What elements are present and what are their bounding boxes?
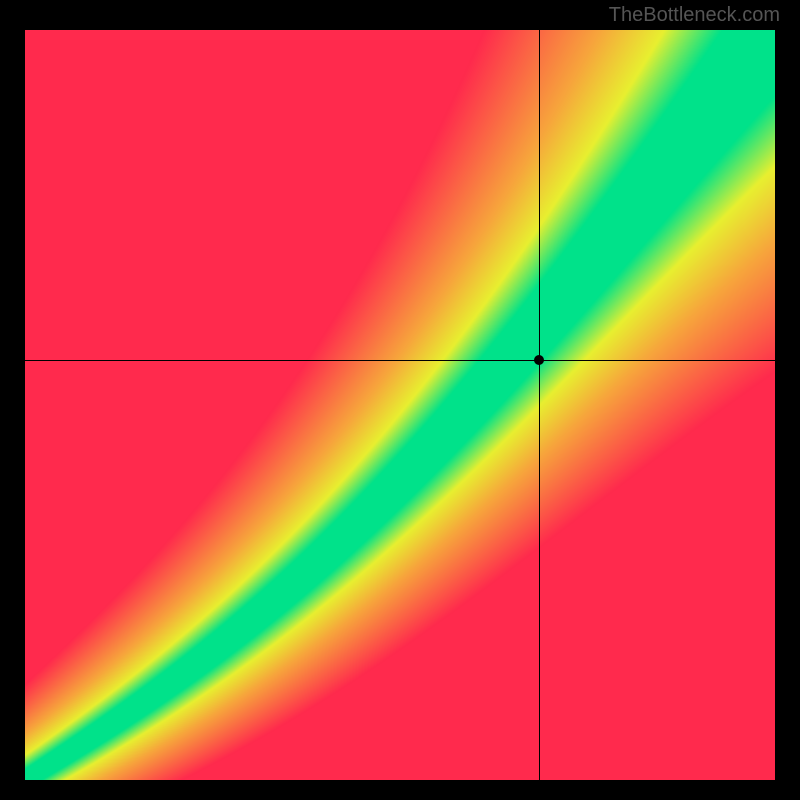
crosshair-vertical	[539, 30, 540, 780]
watermark-text: TheBottleneck.com	[609, 4, 780, 27]
chart-container: TheBottleneck.com	[0, 0, 800, 800]
crosshair-marker-dot	[534, 355, 544, 365]
bottleneck-heatmap	[25, 30, 775, 780]
crosshair-horizontal	[25, 360, 775, 361]
